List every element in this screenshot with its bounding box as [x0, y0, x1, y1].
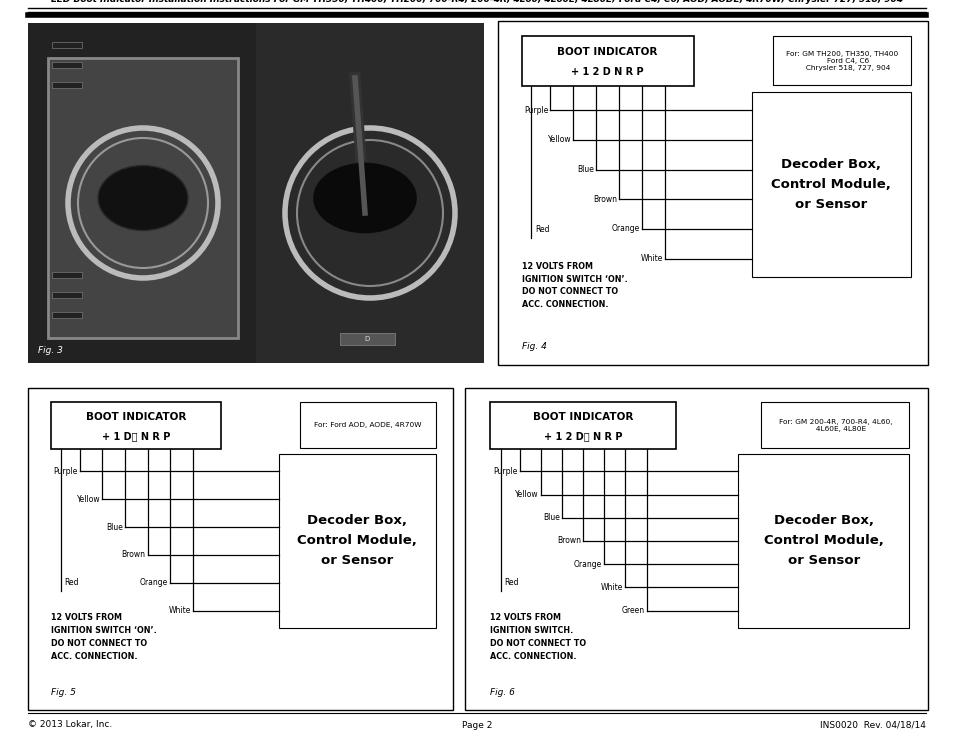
Text: BOOT INDICATOR: BOOT INDICATOR: [533, 413, 633, 422]
Text: Decoder Box,
Control Module,
or Sensor: Decoder Box, Control Module, or Sensor: [763, 514, 882, 568]
Bar: [464, 388, 927, 710]
Text: Brown: Brown: [593, 195, 617, 204]
Bar: [278, 454, 436, 628]
Text: Red: Red: [504, 578, 518, 587]
Ellipse shape: [98, 165, 188, 230]
Text: Fig. 6: Fig. 6: [490, 688, 515, 697]
Ellipse shape: [313, 162, 417, 234]
Text: Purple: Purple: [493, 467, 517, 476]
Text: Blue: Blue: [106, 523, 123, 531]
Bar: [28, 23, 255, 363]
Text: + 1 2 D N R P: + 1 2 D N R P: [571, 67, 643, 77]
Bar: [52, 82, 82, 88]
Bar: [497, 21, 927, 365]
Text: Blue: Blue: [577, 165, 594, 174]
Text: INS0020  Rev. 04/18/14: INS0020 Rev. 04/18/14: [820, 720, 925, 729]
Bar: [28, 388, 453, 710]
Bar: [52, 272, 82, 278]
Text: Orange: Orange: [574, 559, 601, 569]
Text: Green: Green: [620, 606, 644, 615]
Bar: [339, 333, 395, 345]
Text: Brown: Brown: [557, 537, 580, 545]
Bar: [299, 402, 436, 447]
Text: White: White: [639, 254, 662, 263]
Text: BOOT INDICATOR: BOOT INDICATOR: [557, 47, 658, 58]
Text: © 2013 Lokar, Inc.: © 2013 Lokar, Inc.: [28, 720, 112, 729]
Text: LED Boot Indicator Installation Instructions For GM TH350, TH400, TH200, 700-R4,: LED Boot Indicator Installation Instruct…: [51, 0, 902, 4]
Text: Yellow: Yellow: [76, 494, 100, 504]
Text: Orange: Orange: [140, 578, 168, 587]
Text: For: GM TH200, TH350, TH400
     Ford C4, C6
     Chrysler 518, 727, 904: For: GM TH200, TH350, TH400 Ford C4, C6 …: [785, 51, 897, 71]
Bar: [51, 402, 221, 449]
Text: Orange: Orange: [611, 224, 639, 233]
Bar: [52, 62, 82, 68]
Bar: [255, 23, 483, 363]
Text: 12 VOLTS FROM
IGNITION SWITCH.
DO NOT CONNECT TO
ACC. CONNECTION.: 12 VOLTS FROM IGNITION SWITCH. DO NOT CO…: [490, 613, 586, 661]
Text: White: White: [169, 606, 191, 615]
Text: Decoder Box,
Control Module,
or Sensor: Decoder Box, Control Module, or Sensor: [297, 514, 416, 568]
Bar: [490, 402, 675, 449]
Text: Red: Red: [535, 224, 549, 234]
Bar: [772, 36, 910, 85]
Text: 12 VOLTS FROM
IGNITION SWITCH ‘ON’.
DO NOT CONNECT TO
ACC. CONNECTION.: 12 VOLTS FROM IGNITION SWITCH ‘ON’. DO N…: [51, 613, 157, 661]
Text: + 1 2 DⓃ N R P: + 1 2 DⓃ N R P: [543, 431, 621, 441]
Text: For: GM 200-4R, 700-R4, 4L60,
     4L60E, 4L80E: For: GM 200-4R, 700-R4, 4L60, 4L60E, 4L8…: [778, 418, 891, 432]
Text: Red: Red: [65, 578, 79, 587]
Text: BOOT INDICATOR: BOOT INDICATOR: [86, 413, 187, 422]
Text: Fig. 5: Fig. 5: [51, 688, 76, 697]
Text: Blue: Blue: [542, 513, 559, 523]
Text: Fig. 4: Fig. 4: [521, 342, 546, 351]
Bar: [28, 23, 483, 363]
Bar: [751, 92, 910, 277]
Bar: [52, 42, 82, 48]
Bar: [760, 402, 908, 447]
Bar: [48, 58, 237, 338]
Text: Yellow: Yellow: [515, 490, 538, 499]
Text: Purple: Purple: [523, 106, 548, 114]
Text: White: White: [600, 583, 622, 592]
Text: For: Ford AOD, AODE, 4R70W: For: Ford AOD, AODE, 4R70W: [314, 422, 421, 428]
Bar: [52, 312, 82, 318]
Text: Fig. 3: Fig. 3: [38, 346, 63, 355]
Bar: [52, 292, 82, 298]
Text: D: D: [364, 336, 369, 342]
Text: Decoder Box,
Control Module,
or Sensor: Decoder Box, Control Module, or Sensor: [771, 158, 890, 211]
Bar: [521, 36, 693, 86]
Bar: [738, 454, 908, 628]
Text: Purple: Purple: [53, 467, 77, 476]
Text: Brown: Brown: [122, 551, 146, 559]
Text: 12 VOLTS FROM
IGNITION SWITCH ‘ON’.
DO NOT CONNECT TO
ACC. CONNECTION.: 12 VOLTS FROM IGNITION SWITCH ‘ON’. DO N…: [521, 262, 627, 309]
Text: + 1 DⓃ N R P: + 1 DⓃ N R P: [102, 431, 171, 441]
Text: Yellow: Yellow: [547, 135, 571, 145]
Text: Page 2: Page 2: [461, 720, 492, 729]
